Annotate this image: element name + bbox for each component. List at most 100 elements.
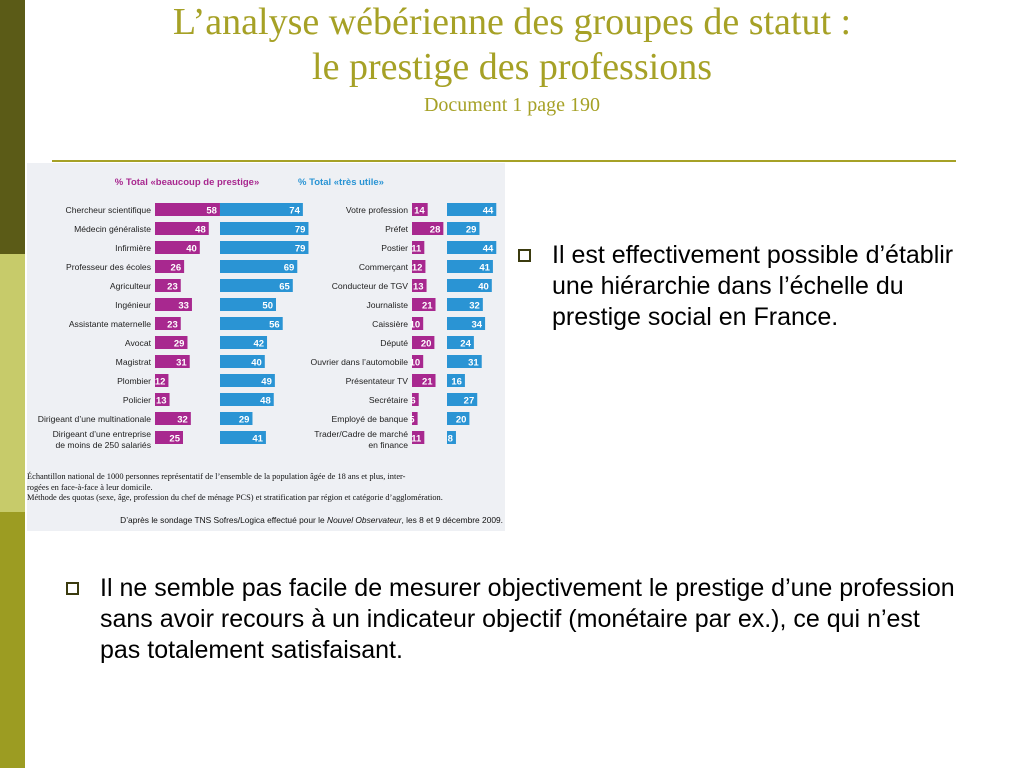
bar-utile xyxy=(220,279,293,292)
category-label: Dirigeant d’une multinationale xyxy=(38,414,151,424)
bar-utile xyxy=(220,222,309,235)
source-suffix: , les 8 et 9 décembre 2009. xyxy=(401,515,504,525)
bar-utile-value: 79 xyxy=(295,225,306,236)
bar-prestige xyxy=(412,431,425,444)
bar-prestige xyxy=(155,431,183,444)
prestige-chart: % Total «beaucoup de prestige» % Total «t… xyxy=(38,177,497,450)
bar-utile xyxy=(220,241,309,254)
bar-utile-value: 8 xyxy=(448,434,453,445)
category-label: Employé de banque xyxy=(332,414,409,424)
category-label: Caissière xyxy=(372,319,408,329)
bar-utile-value: 74 xyxy=(289,206,300,217)
bar-prestige xyxy=(155,317,181,330)
bar-prestige xyxy=(412,260,426,273)
bar-utile xyxy=(447,412,470,425)
bar-utile-value: 49 xyxy=(261,377,272,388)
bar-prestige xyxy=(412,203,428,216)
legend-prestige: % Total «beaucoup de prestige» xyxy=(115,177,259,188)
bar-utile-value: 40 xyxy=(251,358,262,369)
bar-utile xyxy=(447,279,492,292)
bar-utile-value: 29 xyxy=(466,225,477,236)
bar-prestige xyxy=(412,241,425,254)
category-label: Magistrat xyxy=(116,357,152,367)
bar-prestige xyxy=(412,355,424,368)
caption-line-2: rogées en face-à-face à leur domicile. xyxy=(27,482,153,492)
bar-prestige-value: 12 xyxy=(155,377,166,388)
category-label: Commerçant xyxy=(359,262,409,272)
bar-prestige-value: 31 xyxy=(176,358,187,369)
bar-prestige-value: 14 xyxy=(414,206,425,217)
category-label: Avocat xyxy=(125,338,152,348)
category-label: Postier xyxy=(381,243,408,253)
bar-prestige xyxy=(155,355,190,368)
category-label: Ingénieur xyxy=(115,300,151,310)
category-label: Plombier xyxy=(117,376,151,386)
bar-prestige xyxy=(412,222,444,235)
category-label: Ouvrier dans l’automobile xyxy=(311,357,409,367)
bar-utile xyxy=(447,203,497,216)
bar-prestige-value: 11 xyxy=(411,244,422,255)
bar-utile xyxy=(447,222,480,235)
bar-prestige xyxy=(155,374,169,387)
caption-line-3: Méthode des quotas (sexe, âge, professio… xyxy=(27,493,443,502)
bar-prestige-value: 32 xyxy=(177,415,188,426)
bar-prestige xyxy=(155,279,181,292)
bar-utile-value: 32 xyxy=(469,301,480,312)
legend-utile: % Total «très utile» xyxy=(298,177,384,188)
category-label: Policier xyxy=(123,395,151,405)
bar-prestige-value: 26 xyxy=(171,263,182,274)
bar-prestige xyxy=(412,336,435,349)
bar-prestige xyxy=(412,298,436,311)
bar-prestige xyxy=(155,203,220,216)
bar-utile-value: 20 xyxy=(456,415,467,426)
category-label: Professeur des écoles xyxy=(66,262,151,272)
bar-prestige-value: 48 xyxy=(195,225,206,236)
bar-utile-value: 50 xyxy=(262,301,273,312)
category-label: Présentateur TV xyxy=(346,376,409,386)
category-label-cont: de moins de 250 salariés xyxy=(55,440,151,450)
bar-prestige-value: 10 xyxy=(410,358,421,369)
bar-prestige xyxy=(412,374,436,387)
category-label: Secrétaire xyxy=(369,395,408,405)
category-label: Médecin généraliste xyxy=(74,224,151,234)
bar-utile xyxy=(220,336,268,349)
bar-utile xyxy=(447,298,483,311)
bar-prestige xyxy=(412,393,419,406)
bar-utile xyxy=(220,317,283,330)
bar-utile xyxy=(220,412,253,425)
bar-utile-value: 79 xyxy=(295,244,306,255)
bar-prestige-value: 29 xyxy=(174,339,185,350)
bar-utile xyxy=(447,260,493,273)
bar-utile-value: 44 xyxy=(483,244,494,255)
bar-prestige xyxy=(155,298,192,311)
bar-prestige xyxy=(412,317,424,330)
category-label: Dirigeant d’une entreprise xyxy=(53,429,152,439)
bar-prestige-value: 28 xyxy=(430,225,441,236)
bar-prestige-value: 33 xyxy=(178,301,189,312)
slide-subtitle: Document 1 page 190 xyxy=(423,94,601,116)
bar-utile-value: 44 xyxy=(483,206,494,217)
chart-caption: Échantillon national de 1000 personnes r… xyxy=(27,472,505,504)
bar-prestige-value: 23 xyxy=(167,282,178,293)
bar-prestige-value: 10 xyxy=(410,320,421,331)
category-label: Député xyxy=(380,338,408,348)
bar-utile xyxy=(447,241,497,254)
category-label: Agriculteur xyxy=(110,281,151,291)
bar-prestige xyxy=(155,260,185,273)
bar-utile xyxy=(220,355,265,368)
bar-prestige-value: 13 xyxy=(413,282,424,293)
decor-stripe-middle xyxy=(0,254,25,512)
square-bullet-icon xyxy=(66,582,79,595)
bar-prestige-value: 21 xyxy=(422,301,433,312)
bullet-hierarchy: Il est effectivement possible d’établir … xyxy=(518,240,978,333)
chart-panel: % Total «beaucoup de prestige» % Total «t… xyxy=(27,163,505,531)
bar-prestige-value: 23 xyxy=(167,320,178,331)
bar-prestige-value: 11 xyxy=(411,434,422,445)
bar-utile xyxy=(447,336,474,349)
bar-prestige xyxy=(155,393,170,406)
bar-utile xyxy=(220,298,276,311)
bar-utile-value: 24 xyxy=(460,339,471,350)
caption-line-1: Échantillon national de 1000 personnes r… xyxy=(27,472,406,481)
category-label: Assistante maternelle xyxy=(69,319,151,329)
bar-utile-value: 56 xyxy=(269,320,280,331)
